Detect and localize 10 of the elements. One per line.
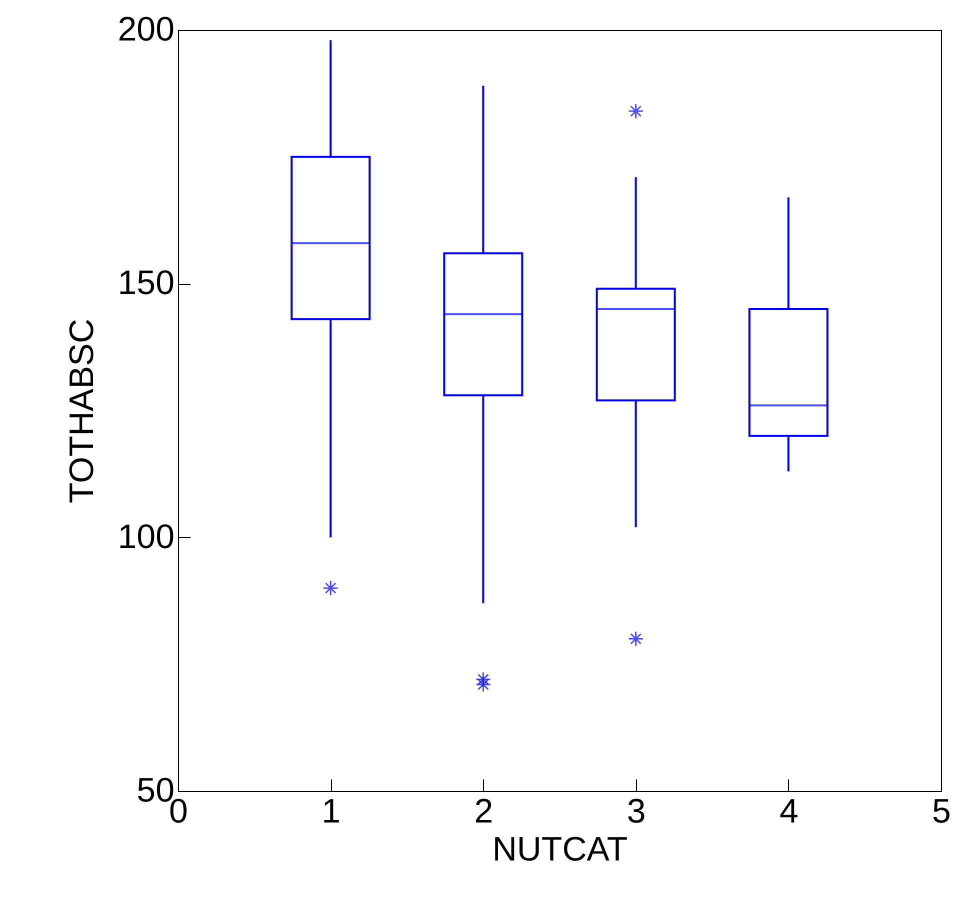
y-tick-label: 100	[118, 518, 174, 556]
y-tick-label: 200	[118, 10, 174, 48]
x-tick-label: 2	[474, 792, 494, 830]
x-axis-title: NUTCAT	[492, 830, 628, 868]
x-tick-label: 5	[932, 792, 951, 830]
x-tick-label: 1	[322, 792, 341, 830]
y-tick-label: 150	[118, 264, 174, 302]
y-axis-title: TOTHABSC	[62, 318, 101, 504]
x-tick-label: 4	[779, 792, 798, 830]
x-tick-label: 3	[626, 792, 646, 830]
